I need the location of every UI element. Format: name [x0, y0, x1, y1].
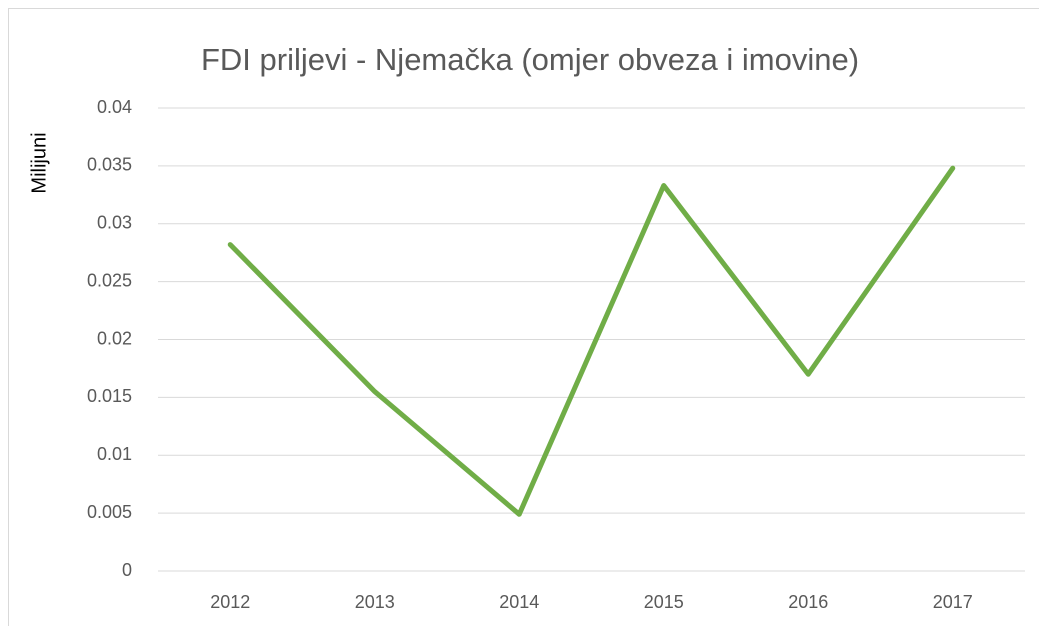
y-tick-label: 0.01 [97, 444, 132, 464]
x-tick-label: 2013 [355, 592, 395, 612]
y-axis-label: Milijuni [28, 132, 50, 193]
data-line [227, 165, 956, 517]
x-tick-label: 2012 [210, 592, 250, 612]
chart-title: FDI priljevi - Njemačka (omjer obveza i … [201, 42, 859, 77]
x-tick-label: 2016 [788, 592, 828, 612]
y-tick-label: 0.04 [97, 97, 132, 117]
y-tick-label: 0 [122, 560, 132, 580]
y-tick-label: 0.015 [87, 386, 132, 406]
y-tick-label: 0.025 [87, 270, 132, 290]
x-tick-label: 2014 [499, 592, 539, 612]
x-tick-label: 2015 [644, 592, 684, 612]
y-tick-label: 0.035 [87, 155, 132, 175]
y-tick-label: 0.02 [97, 328, 132, 348]
y-tick-label: 0.005 [87, 502, 132, 522]
x-tick-label: 2017 [933, 592, 973, 612]
y-tick-label: 0.03 [97, 213, 132, 233]
chart-border [8, 8, 1039, 626]
